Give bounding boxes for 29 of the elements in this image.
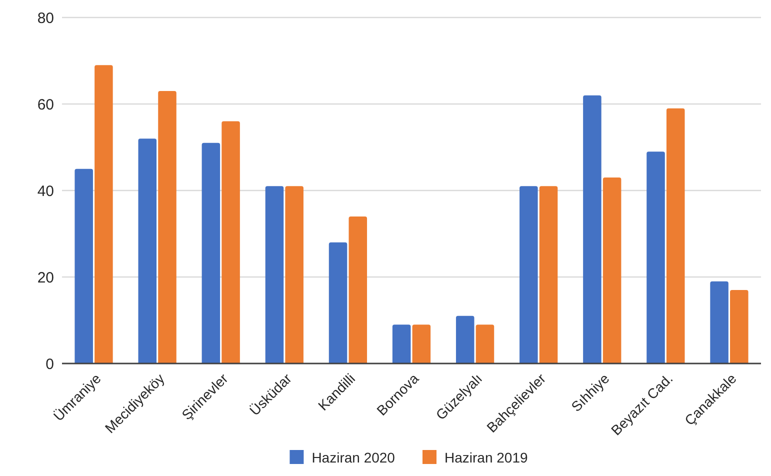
- bar: [456, 316, 474, 364]
- bar: [520, 186, 538, 364]
- legend-label: Haziran 2020: [312, 449, 396, 466]
- bar: [74, 168, 93, 364]
- bar: [646, 152, 665, 364]
- bar: [710, 281, 728, 364]
- bar: [730, 290, 748, 364]
- bar: [392, 324, 411, 364]
- y-tick-label: 80: [37, 10, 54, 27]
- bar: [476, 324, 494, 364]
- bar: [222, 121, 240, 364]
- y-tick-label: 40: [37, 182, 54, 200]
- bar: [602, 178, 622, 364]
- bar: [412, 324, 431, 364]
- bar: [94, 65, 113, 364]
- bar: [158, 91, 176, 364]
- y-tick-label: 0: [46, 356, 54, 373]
- y-tick-label: 20: [37, 269, 54, 286]
- bar: [265, 186, 284, 364]
- bar: [583, 95, 602, 364]
- bar: [202, 142, 220, 364]
- legend-label: Haziran 2019: [444, 449, 528, 466]
- bar: [539, 186, 558, 364]
- y-tick-label: 60: [37, 96, 54, 114]
- bar: [666, 108, 685, 364]
- bar: [348, 216, 368, 364]
- bar: [138, 138, 157, 364]
- bar: [328, 242, 348, 364]
- bar: [285, 186, 304, 364]
